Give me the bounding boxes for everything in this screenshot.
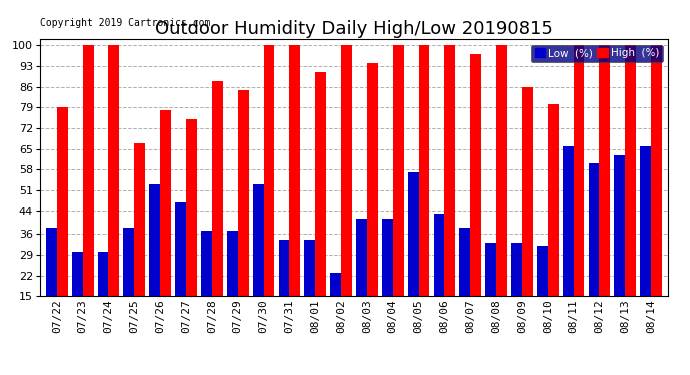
- Bar: [548, 104, 559, 296]
- Bar: [160, 110, 171, 296]
- Bar: [175, 202, 186, 296]
- Bar: [511, 243, 522, 296]
- Bar: [640, 146, 651, 296]
- Bar: [419, 45, 429, 296]
- Bar: [651, 45, 662, 296]
- Bar: [589, 164, 600, 296]
- Bar: [237, 90, 248, 296]
- Bar: [614, 154, 625, 296]
- Bar: [72, 252, 83, 296]
- Bar: [186, 119, 197, 296]
- Bar: [496, 45, 507, 296]
- Bar: [264, 45, 275, 296]
- Bar: [124, 228, 135, 296]
- Bar: [471, 54, 481, 296]
- Bar: [444, 45, 455, 296]
- Bar: [460, 228, 471, 296]
- Bar: [393, 45, 404, 296]
- Bar: [485, 243, 496, 296]
- Bar: [57, 107, 68, 296]
- Bar: [98, 252, 108, 296]
- Bar: [289, 45, 300, 296]
- Bar: [135, 143, 145, 296]
- Bar: [279, 240, 289, 296]
- Bar: [563, 146, 573, 296]
- Bar: [573, 45, 584, 296]
- Bar: [149, 184, 160, 296]
- Title: Outdoor Humidity Daily High/Low 20190815: Outdoor Humidity Daily High/Low 20190815: [155, 20, 553, 38]
- Bar: [600, 45, 610, 296]
- Bar: [331, 273, 341, 296]
- Text: Copyright 2019 Cartronics.com: Copyright 2019 Cartronics.com: [40, 18, 210, 28]
- Legend: Low  (%), High  (%): Low (%), High (%): [531, 45, 662, 62]
- Bar: [522, 87, 533, 296]
- Bar: [227, 231, 237, 296]
- Bar: [382, 219, 393, 296]
- Bar: [433, 214, 444, 296]
- Bar: [537, 246, 548, 296]
- Bar: [253, 184, 264, 296]
- Bar: [201, 231, 212, 296]
- Bar: [212, 81, 223, 296]
- Bar: [83, 45, 94, 296]
- Bar: [46, 228, 57, 296]
- Bar: [304, 240, 315, 296]
- Bar: [356, 219, 367, 296]
- Bar: [408, 172, 419, 296]
- Bar: [108, 45, 119, 296]
- Bar: [367, 63, 377, 296]
- Bar: [315, 72, 326, 296]
- Bar: [625, 45, 636, 296]
- Bar: [341, 45, 352, 296]
